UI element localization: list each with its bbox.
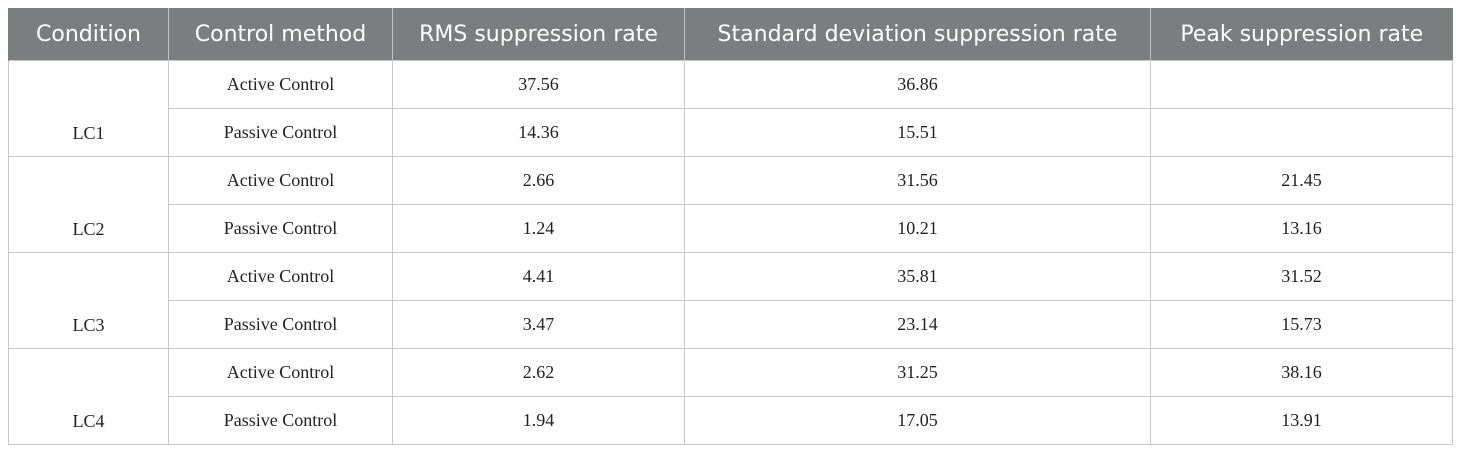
value-cell: 21.45 (1150, 156, 1453, 205)
value-cell: 14.36 (392, 108, 685, 157)
value-cell: 31.52 (1150, 252, 1453, 301)
value-cell: 13.91 (1150, 396, 1453, 445)
table-row: Passive Control 1.24 10.21 13.16 (9, 204, 1453, 253)
value-cell: 37.56 (392, 60, 685, 109)
value-cell (1150, 60, 1453, 109)
value-cell: 31.25 (684, 348, 1151, 397)
column-header: Standard deviation suppression rate (684, 8, 1151, 61)
condition-cell: LC2 (8, 156, 169, 253)
method-cell: Active Control (168, 60, 393, 109)
value-cell: 1.24 (392, 204, 685, 253)
table-row: LC1 Active Control 37.56 36.86 (8, 60, 1453, 157)
value-cell: 31.56 (684, 156, 1151, 205)
value-cell (1150, 108, 1453, 157)
condition-cell: LC1 (8, 60, 169, 157)
condition-cell: LC4 (8, 348, 169, 445)
column-header: Peak suppression rate (1150, 8, 1453, 61)
table-row: Passive Control 1.94 17.05 13.91 (9, 396, 1453, 445)
header-row: Condition Control method RMS suppression r… (8, 8, 1453, 61)
value-cell: 15.51 (684, 108, 1151, 157)
value-cell: 13.16 (1150, 204, 1453, 253)
data-table: Condition Control method RMS suppression r… (8, 8, 1453, 445)
value-cell: 35.81 (684, 252, 1151, 301)
method-cell: Passive Control (168, 396, 393, 445)
column-header: Condition (8, 8, 169, 61)
method-cell: Active Control (168, 348, 393, 397)
table-row: Passive Control 14.36 15.51 (9, 108, 1453, 157)
method-cell: Active Control (168, 156, 393, 205)
value-cell: 1.94 (392, 396, 685, 445)
table-row: LC4 Active Control 2.62 31.25 38.16 (8, 348, 1453, 445)
method-cell: Passive Control (168, 108, 393, 157)
value-cell: 23.14 (684, 300, 1151, 349)
table-body: LC1 Active Control 37.56 36.86 Passive Contr… (8, 60, 1453, 445)
method-cell: Passive Control (168, 300, 393, 349)
table-row: LC2 Active Control 2.66 31.56 21.45 (8, 156, 1453, 253)
column-header: RMS suppression rate (392, 8, 685, 61)
value-cell: 38.16 (1150, 348, 1453, 397)
value-cell: 2.62 (392, 348, 685, 397)
value-cell: 15.73 (1150, 300, 1453, 349)
value-cell: 17.05 (684, 396, 1151, 445)
column-header: Control method (168, 8, 393, 61)
value-cell: 3.47 (392, 300, 685, 349)
value-cell: 10.21 (684, 204, 1151, 253)
table-row: LC3 Active Control 4.41 35.81 31.52 (8, 252, 1453, 349)
table-row: Passive Control 3.47 23.14 15.73 (9, 300, 1453, 349)
condition-cell: LC3 (8, 252, 169, 349)
value-cell: 36.86 (684, 60, 1151, 109)
value-cell: 4.41 (392, 252, 685, 301)
method-cell: Passive Control (168, 204, 393, 253)
method-cell: Active Control (168, 252, 393, 301)
value-cell: 2.66 (392, 156, 685, 205)
